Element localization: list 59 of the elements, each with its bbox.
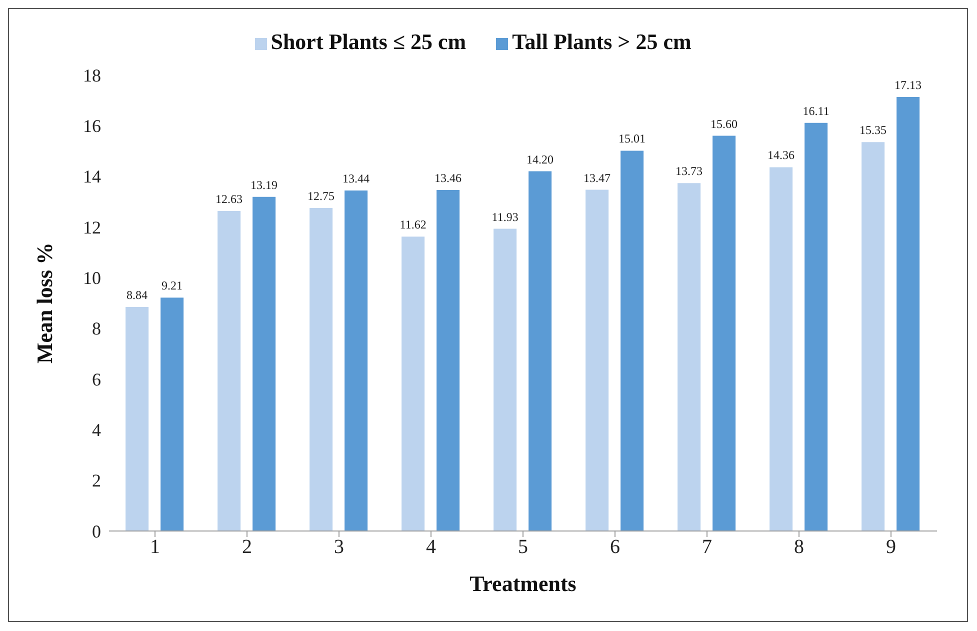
y-tick-label: 8	[92, 318, 101, 339]
y-tick-label: 6	[92, 369, 101, 390]
bar	[528, 171, 552, 531]
y-tick-label: 16	[83, 116, 101, 136]
y-tick-label: 10	[83, 268, 101, 288]
bar	[586, 190, 609, 531]
y-tick-label: 12	[83, 217, 101, 238]
data-label: 16.11	[802, 104, 830, 118]
bar	[218, 211, 241, 531]
bar	[896, 97, 920, 531]
bar	[436, 190, 460, 531]
data-label: 13.47	[584, 170, 611, 185]
x-tick-label: 5	[518, 536, 528, 558]
x-tick-label: 8	[794, 536, 804, 558]
data-label: 15.60	[710, 116, 738, 131]
bar	[862, 142, 885, 531]
legend-label: Tall Plants > 25 cm	[512, 29, 692, 54]
x-tick-label: 6	[610, 536, 620, 558]
bar	[344, 190, 368, 531]
x-tick-label: 3	[334, 536, 344, 558]
bar	[252, 196, 276, 531]
x-tick-label: 4	[426, 536, 436, 558]
data-label: 11.62	[400, 218, 426, 232]
legend-label: Short Plants ≤ 25 cm	[270, 29, 466, 54]
data-label: 13.44	[342, 172, 370, 186]
data-label: 14.36	[768, 148, 795, 162]
data-label: 12.75	[308, 189, 335, 203]
bar	[402, 236, 425, 531]
data-label: 8.84	[126, 288, 148, 302]
bar	[160, 298, 184, 531]
x-tick-label: 2	[242, 536, 252, 558]
bar	[126, 307, 149, 531]
x-tick-label: 9	[886, 536, 896, 558]
bar	[770, 167, 793, 531]
data-label: 15.35	[860, 123, 887, 138]
bar	[804, 122, 828, 531]
data-label: 14.20	[526, 152, 554, 166]
y-tick-label: 18	[83, 65, 101, 86]
data-label: 17.13	[894, 78, 922, 92]
x-tick-label: 1	[150, 536, 160, 558]
data-label: 15.01	[618, 132, 646, 146]
data-label: 9.21	[162, 278, 183, 293]
y-tick-label: 2	[92, 470, 101, 491]
x-axis-title: Treatments	[470, 571, 577, 596]
data-label: 12.63	[216, 192, 243, 206]
data-label: 13.73	[676, 164, 703, 178]
y-tick-label: 4	[92, 420, 101, 440]
bar	[712, 136, 736, 531]
x-tick-label: 7	[702, 536, 712, 558]
y-tick-label: 14	[83, 166, 101, 187]
bar	[620, 150, 644, 531]
data-label: 13.19	[250, 178, 278, 192]
bar	[494, 228, 517, 531]
data-label: 11.93	[492, 210, 518, 224]
data-label: 13.46	[434, 171, 462, 186]
bar	[678, 183, 701, 531]
y-axis-title: Mean loss %	[32, 242, 57, 364]
y-tick-label: 0	[92, 521, 101, 542]
bar	[310, 208, 333, 531]
